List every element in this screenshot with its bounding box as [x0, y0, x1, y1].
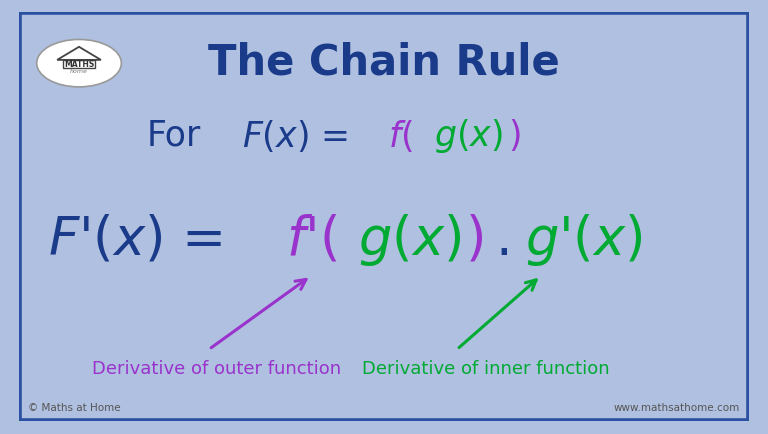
- Text: © Maths at Home: © Maths at Home: [28, 402, 121, 412]
- Text: .: .: [495, 214, 512, 265]
- Text: $\mathit{F}$($\mathit{x}$) =: $\mathit{F}$($\mathit{x}$) =: [242, 118, 348, 153]
- Text: $\mathit{f}$(: $\mathit{f}$(: [388, 118, 412, 153]
- Text: www.mathsathome.com: www.mathsathome.com: [614, 402, 740, 412]
- Text: $\mathit{g}$($\mathit{x}$): $\mathit{g}$($\mathit{x}$): [434, 116, 502, 155]
- Text: MATHS: MATHS: [64, 59, 94, 69]
- Text: Derivative of outer function: Derivative of outer function: [92, 359, 341, 377]
- Text: home: home: [70, 69, 88, 74]
- Circle shape: [37, 40, 121, 88]
- Text: $\mathit{F}$'($\mathit{x}$) =: $\mathit{F}$'($\mathit{x}$) =: [48, 214, 223, 265]
- Text: $\mathit{f}$'(: $\mathit{f}$'(: [286, 214, 337, 265]
- Text: $\mathit{g}$'($\mathit{x}$): $\mathit{g}$'($\mathit{x}$): [525, 211, 643, 267]
- Text: For: For: [147, 118, 201, 152]
- Text: The Chain Rule: The Chain Rule: [208, 42, 560, 83]
- Text: ): ): [465, 214, 486, 265]
- Text: ): ): [508, 118, 521, 152]
- Text: Derivative of inner function: Derivative of inner function: [362, 359, 610, 377]
- Text: $\mathit{g}$($\mathit{x}$): $\mathit{g}$($\mathit{x}$): [359, 211, 462, 267]
